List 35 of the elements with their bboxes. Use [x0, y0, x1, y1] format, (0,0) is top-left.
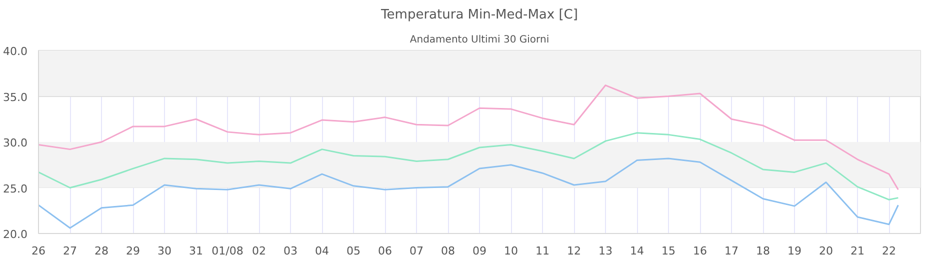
x-tick-label: 28 [94, 244, 108, 258]
x-tick-label: 03 [284, 244, 298, 258]
x-tick-label: 12 [567, 244, 581, 258]
x-tick-label: 17 [724, 244, 738, 258]
x-tick-label: 18 [756, 244, 770, 258]
y-tick-label: 40.0 [3, 45, 28, 58]
y-tick-label: 25.0 [3, 182, 28, 196]
x-tick-label: 29 [126, 244, 140, 258]
x-tick-label: 07 [410, 244, 424, 258]
y-tick-label: 20.0 [3, 228, 28, 241]
x-tick-label: 09 [472, 244, 486, 258]
x-tick-label: 21 [850, 244, 864, 258]
x-tick-label: 31 [189, 244, 203, 258]
y-tick-label: 30.0 [3, 136, 28, 150]
x-tick-label: 27 [63, 244, 77, 258]
chart-subtitle: Andamento Ultimi 30 Giorni [410, 34, 550, 46]
x-tick-label: 05 [346, 244, 360, 258]
x-tick-label: 11 [536, 244, 550, 258]
x-tick-label: 01/08 [212, 244, 244, 258]
x-tick-label: 19 [788, 244, 802, 258]
x-tick-label: 22 [882, 244, 896, 258]
x-tick-label: 16 [693, 244, 707, 258]
x-tick-label: 14 [630, 244, 644, 258]
x-tick-label: 30 [158, 244, 172, 258]
x-tick-label: 15 [662, 244, 676, 258]
x-tick-label: 20 [819, 244, 833, 258]
x-tick-label: 26 [32, 244, 46, 258]
x-tick-label: 08 [441, 244, 455, 258]
x-tick-label: 04 [315, 244, 329, 258]
chart-title: Temperatura Min-Med-Max [C] [380, 8, 578, 22]
x-tick-label: 13 [598, 244, 612, 258]
x-tick-label: 10 [504, 244, 518, 258]
x-tick-label: 06 [378, 244, 392, 258]
x-tick-label: 02 [252, 244, 266, 258]
y-tick-label: 35.0 [3, 90, 28, 104]
